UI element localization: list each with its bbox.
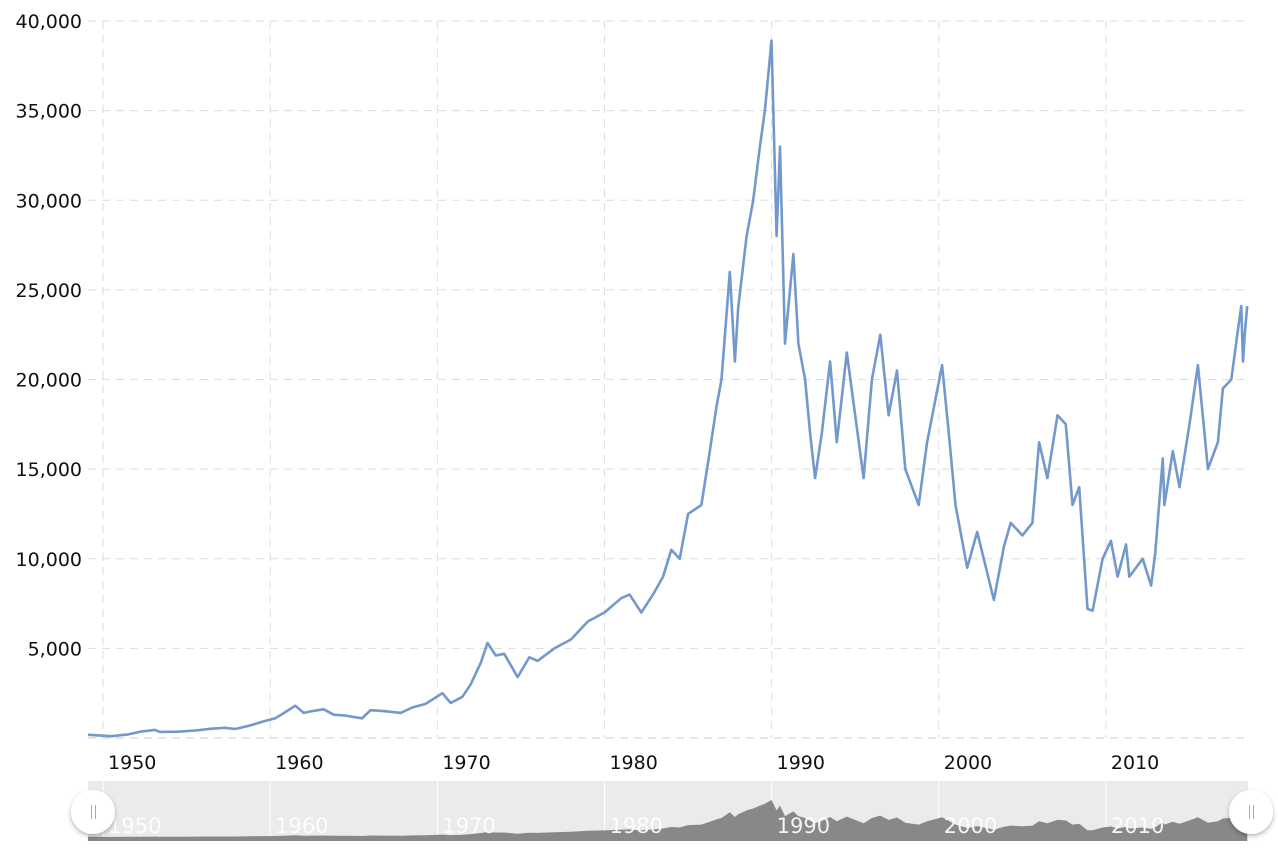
y-tick-label: 35,000 [16, 101, 82, 123]
grid-lines [88, 20, 1248, 739]
x-tick-label: 1980 [609, 752, 657, 774]
navigator-tick-label: 2000 [944, 814, 997, 838]
y-tick-label: 20,000 [16, 370, 82, 392]
y-tick-label: 10,000 [16, 549, 82, 571]
y-tick-label: 25,000 [16, 280, 82, 302]
navigator-area [88, 800, 1248, 841]
navigator-tick-label: 1950 [108, 814, 161, 838]
x-tick-label: 2010 [1111, 752, 1159, 774]
navigator-tick-label: 1960 [275, 814, 328, 838]
x-axis: 1950 1960 1970 1980 1990 2000 2010 [108, 752, 1159, 774]
series-line [87, 39, 1249, 738]
navigator[interactable]: 1950 1960 1970 1980 1990 2000 2010 [88, 781, 1248, 841]
x-tick-label: 2000 [944, 752, 992, 774]
y-tick-label: 5,000 [28, 638, 82, 660]
navigator-labels: 1950 1960 1970 1980 1990 2000 2010 [108, 814, 1164, 838]
x-tick-label: 1950 [108, 752, 156, 774]
navigator-left-handle[interactable] [71, 790, 115, 834]
x-tick-label: 1990 [777, 752, 825, 774]
y-tick-label: 15,000 [16, 459, 82, 481]
grip-lines-icon [1249, 805, 1254, 819]
navigator-tick-label: 1980 [609, 814, 662, 838]
y-tick-label: 30,000 [16, 190, 82, 212]
navigator-tick-label: 1970 [442, 814, 495, 838]
grip-lines-icon [91, 805, 96, 819]
navigator-right-handle[interactable] [1229, 790, 1273, 834]
navigator-tick-label: 1990 [777, 814, 830, 838]
y-axis: 5,000 10,000 15,000 20,000 25,000 30,000 35,00… [16, 11, 82, 660]
y-tick-label: 40,000 [16, 11, 82, 33]
x-tick-label: 1960 [275, 752, 323, 774]
navigator-tick-label: 2010 [1111, 814, 1164, 838]
x-tick-label: 1970 [442, 752, 490, 774]
